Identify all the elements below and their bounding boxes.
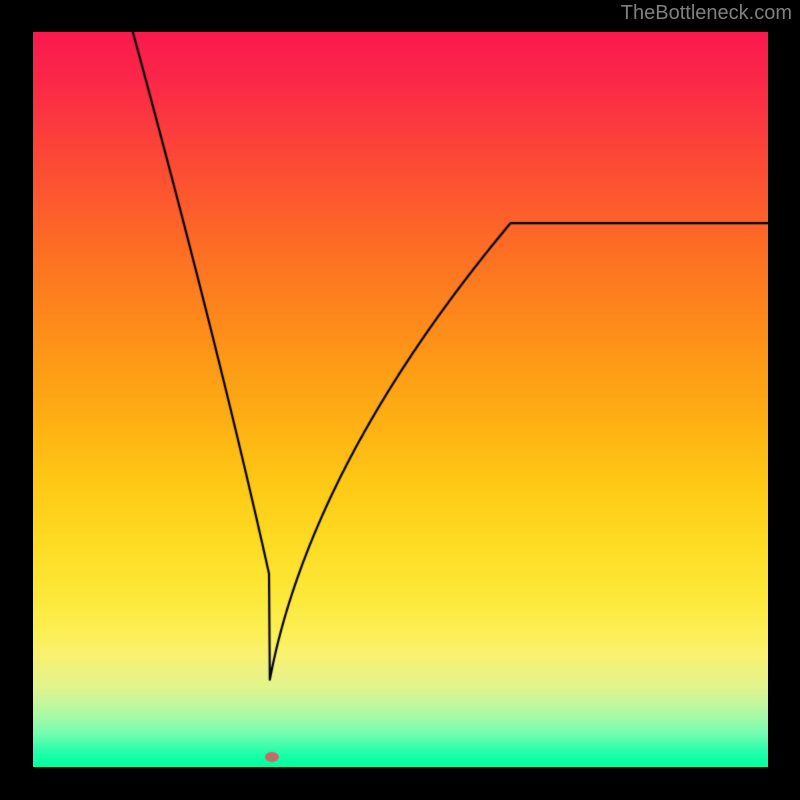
- plot-area: [33, 32, 768, 767]
- watermark-text: TheBottleneck.com: [621, 2, 792, 25]
- bottleneck-chart: [33, 32, 768, 767]
